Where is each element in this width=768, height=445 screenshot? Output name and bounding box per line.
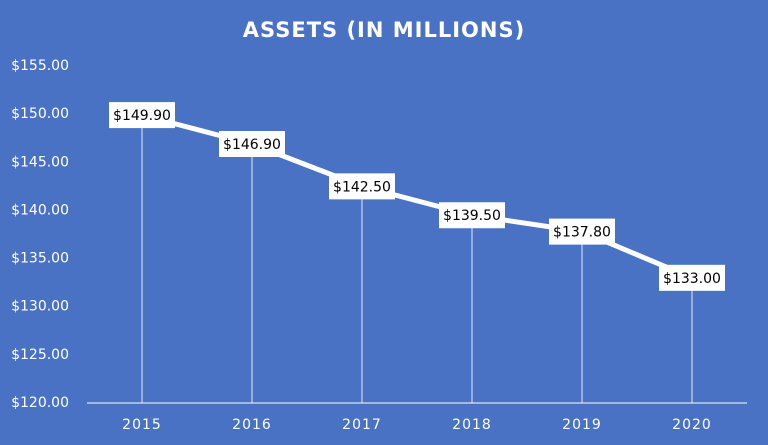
data-label: $133.00 (663, 271, 721, 287)
x-tick-label: 2015 (122, 417, 162, 433)
data-label: $139.50 (443, 208, 501, 224)
x-tick-label: 2016 (232, 417, 272, 433)
y-tick-label: $120.00 (11, 395, 69, 411)
data-label-box (549, 218, 615, 245)
data-label-box (109, 102, 175, 129)
data-label-box (219, 130, 285, 157)
data-label: $137.80 (553, 225, 611, 241)
x-tick-label: 2019 (562, 417, 602, 433)
y-tick-label: $130.00 (11, 299, 69, 315)
data-label: $149.90 (113, 108, 171, 124)
x-tick-label: 2017 (342, 417, 382, 433)
y-tick-label: $150.00 (11, 106, 69, 122)
chart-title: ASSETS (IN MILLIONS) (243, 18, 525, 42)
data-label-box (659, 264, 725, 291)
data-label: $142.50 (333, 179, 391, 195)
data-label-box (439, 202, 505, 229)
y-tick-label: $125.00 (11, 347, 69, 363)
y-tick-label: $140.00 (11, 202, 69, 218)
y-tick-label: $155.00 (11, 58, 69, 74)
data-label: $146.90 (223, 137, 281, 153)
y-tick-label: $135.00 (11, 251, 69, 267)
data-label-box (329, 173, 395, 200)
x-tick-label: 2020 (672, 417, 712, 433)
x-tick-label: 2018 (452, 417, 492, 433)
y-tick-label: $145.00 (11, 154, 69, 170)
